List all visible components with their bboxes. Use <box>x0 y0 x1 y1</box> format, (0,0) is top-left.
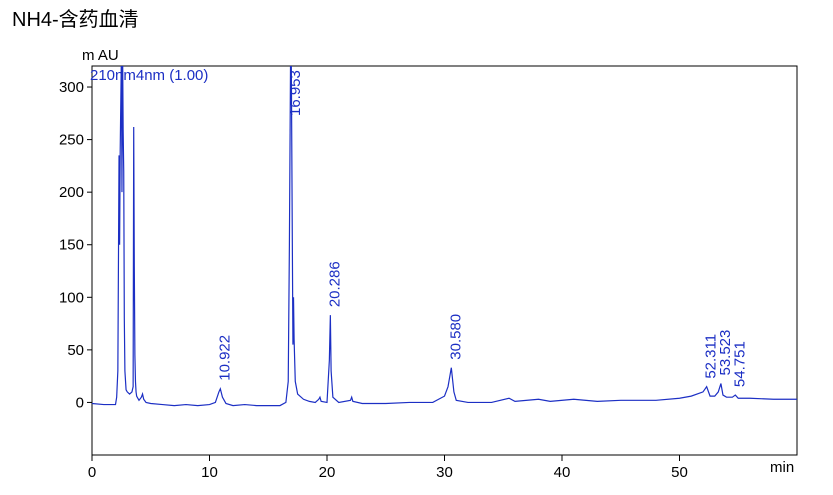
chart-title: NH4-含药血清 <box>12 8 139 31</box>
peak-label: 16.953 <box>287 70 304 116</box>
x-tick-label: 30 <box>436 464 453 481</box>
y-tick-label: 250 <box>59 132 84 149</box>
x-tick-label: 0 <box>88 464 96 481</box>
peak-label: 53.523 <box>717 330 734 376</box>
y-tick-label: 100 <box>59 289 84 306</box>
peak-label: 54.751 <box>731 341 748 387</box>
y-axis-label: m AU <box>82 47 119 64</box>
peak-label: 52.311 <box>703 334 720 379</box>
trace <box>92 66 797 407</box>
y-tick-label: 50 <box>67 342 84 359</box>
plot-area <box>92 66 797 407</box>
peak-label: 30.580 <box>447 314 464 360</box>
y-tick-label: 200 <box>59 184 84 201</box>
series-label: 210nm4nm (1.00) <box>90 67 208 84</box>
y-tick-label: 150 <box>59 237 84 254</box>
x-tick-label: 40 <box>554 464 571 481</box>
x-tick-label: 10 <box>201 464 218 481</box>
peak-label: 10.922 <box>216 335 233 381</box>
x-tick-label: 50 <box>671 464 688 481</box>
peak-label: 20.286 <box>326 261 343 307</box>
x-axis-label: min <box>770 459 794 476</box>
y-tick-label: 300 <box>59 79 84 96</box>
x-tick-label: 20 <box>319 464 336 481</box>
y-tick-label: 0 <box>76 394 84 411</box>
